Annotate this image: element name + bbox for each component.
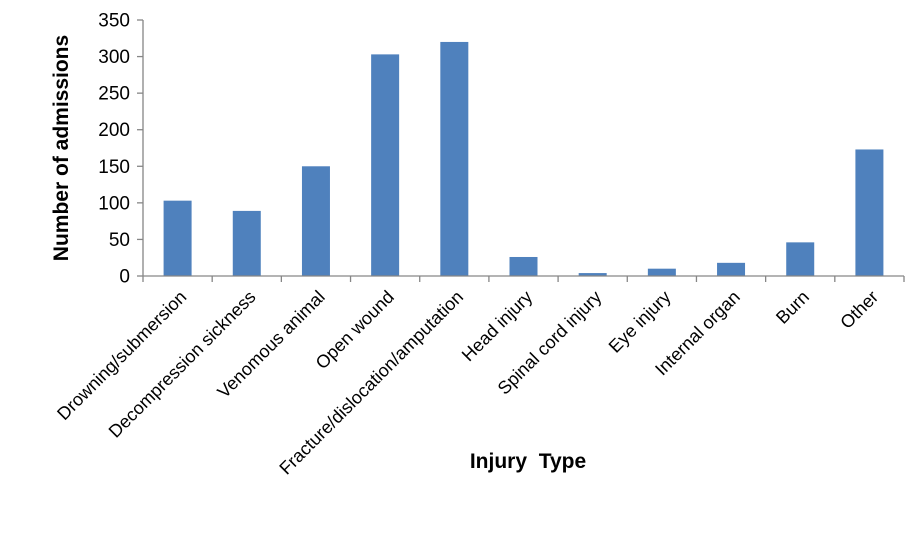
y-axis-title: Number of admissions (50, 35, 73, 261)
bar (855, 149, 884, 276)
x-axis-title: Injury Type (470, 450, 586, 473)
y-tick-label: 0 (119, 267, 130, 288)
bar (786, 242, 815, 276)
bar (509, 256, 538, 276)
axes-group (142, 20, 904, 277)
bar (440, 41, 469, 276)
x-tick-label: Other (836, 287, 882, 333)
bar (163, 200, 192, 276)
y-tick-label: 250 (98, 84, 130, 105)
bars-group (163, 41, 884, 277)
bar (717, 262, 746, 276)
bar (232, 210, 261, 276)
y-tick-label: 50 (109, 230, 130, 251)
bar (647, 268, 676, 276)
y-tick-label: 200 (98, 120, 130, 141)
x-tick-label: Eye injury (605, 287, 675, 357)
bar (301, 166, 330, 276)
y-tick-label: 100 (98, 193, 130, 214)
bar (371, 54, 400, 277)
y-tick-label: 350 (98, 11, 130, 32)
y-ticks-group: 0 50 100 150 200 250 300 350 (98, 11, 143, 288)
y-tick-label: 150 (98, 157, 130, 178)
y-tick-label: 300 (98, 47, 130, 68)
bar (578, 273, 607, 276)
x-tick-label: Burn (772, 287, 813, 328)
x-tick-label: Drowning/submersion (53, 287, 190, 424)
